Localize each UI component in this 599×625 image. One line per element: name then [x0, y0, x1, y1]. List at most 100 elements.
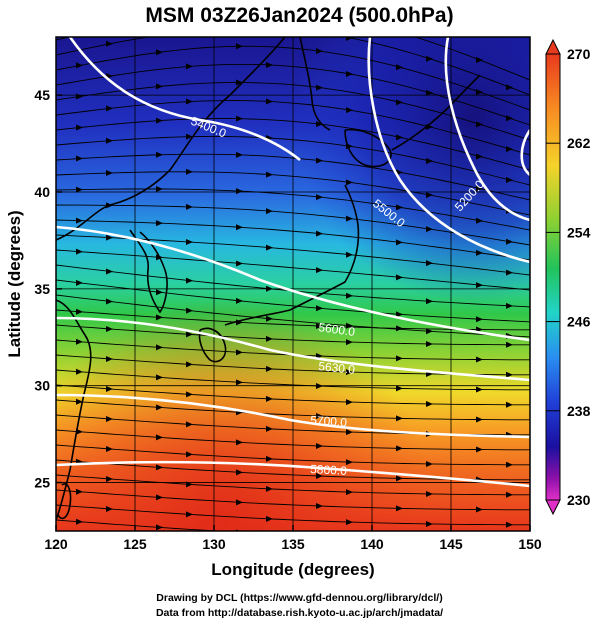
streamline-arrow	[396, 311, 403, 318]
streamline-arrow	[266, 208, 273, 215]
streamline-arrow	[186, 133, 193, 140]
credit-drawing: Drawing by DCL (https://www.gfd-dennou.o…	[156, 592, 443, 604]
streamline-arrow	[76, 62, 83, 69]
contour-label-5630: 5630.0	[318, 359, 356, 377]
streamline-arrow	[396, 239, 403, 246]
map-title: MSM 03Z26Jan2024 (500.0hPa)	[145, 4, 454, 27]
streamline-arrow	[476, 153, 483, 160]
streamline-arrow	[266, 485, 273, 492]
streamline	[56, 369, 530, 391]
contour-5800	[56, 460, 530, 488]
streamline-arrow	[316, 157, 323, 164]
streamline-arrow	[346, 71, 353, 78]
streamline-arrow	[76, 155, 83, 162]
streamline-arrow	[316, 413, 323, 420]
x-tick-label-145: 145	[439, 536, 463, 552]
streamline-arrow	[156, 117, 163, 124]
streamline-arrow	[156, 404, 163, 411]
streamline-arrow	[106, 445, 113, 452]
streamline-arrow	[76, 248, 83, 255]
streamline-arrow	[266, 546, 273, 552]
y-axis-label: Latitude (degrees)	[5, 210, 24, 357]
streamline	[56, 399, 530, 421]
streamline	[56, 100, 530, 156]
streamline-arrow	[266, 395, 273, 402]
streamline-arrow	[236, 349, 243, 356]
streamline-arrow	[396, 134, 403, 141]
x-tick-label-150: 150	[518, 536, 542, 552]
streamline-arrow	[106, 325, 113, 332]
streamline-arrow	[76, 217, 83, 224]
streamline-arrow	[476, 217, 483, 224]
coastline-hokkaido	[344, 128, 392, 168]
streamline-arrow	[186, 28, 193, 34]
streamline-arrow	[316, 443, 323, 450]
streamline-arrow	[346, 37, 353, 41]
streamline	[56, 118, 530, 171]
streamline-arrow	[106, 40, 113, 47]
streamline-arrow	[76, 428, 83, 435]
streamline-arrow	[266, 171, 273, 178]
streamline-arrow	[476, 506, 483, 513]
streamline-arrow	[396, 204, 403, 211]
streamline-arrow	[186, 451, 193, 458]
streamline-arrow	[396, 475, 403, 482]
streamline-arrow	[236, 224, 243, 231]
streamline-arrow	[426, 400, 433, 407]
streamline-arrow	[186, 277, 193, 284]
coastlines	[56, 37, 481, 521]
streamline-arrow	[426, 298, 433, 305]
streamline-arrow	[156, 289, 163, 296]
streamline-arrow	[476, 446, 483, 453]
streamline-arrow	[426, 328, 433, 335]
streamline-arrow	[106, 298, 113, 305]
streamline-arrow	[316, 323, 323, 330]
streamline-arrow	[156, 220, 163, 227]
streamline-arrow	[396, 535, 403, 541]
streamline-arrow	[346, 107, 353, 114]
streamline-arrow	[266, 244, 273, 251]
streamline-arrow	[346, 339, 353, 346]
contour-5500	[367, 37, 530, 264]
credit-data: Data from http://database.rish.kyoto-u.a…	[155, 607, 444, 619]
streamline-arrow	[316, 121, 323, 128]
streamline-arrow	[156, 494, 163, 501]
contour-5600	[56, 225, 530, 342]
streamline-arrow	[186, 511, 193, 518]
x-tick-label-125: 125	[123, 536, 147, 552]
streamline-arrow	[156, 524, 163, 531]
streamline-arrow	[106, 385, 113, 392]
streamline-arrow	[476, 316, 483, 323]
y-tick-label-30: 30	[34, 378, 50, 394]
streamline-arrow	[506, 269, 513, 276]
x-tick-label-135: 135	[281, 536, 305, 552]
contour-label-5800: 5800.0	[310, 462, 348, 478]
streamline-arrow	[346, 215, 353, 222]
streamline-arrow	[426, 460, 433, 467]
colorbar-label-238: 238	[567, 403, 591, 419]
height-contours	[56, 37, 530, 488]
streamline	[56, 444, 530, 466]
streamline-arrow	[506, 146, 513, 153]
streamline-arrow	[106, 355, 113, 362]
streamline-arrow	[266, 62, 273, 69]
streamline-arrow	[476, 57, 483, 64]
streamline-arrow	[106, 170, 113, 177]
streamline-arrow	[346, 179, 353, 186]
streamline	[56, 45, 530, 111]
streamline-arrow	[346, 549, 353, 555]
streamline-arrow	[186, 541, 193, 547]
streamline-arrow	[186, 168, 193, 175]
streamline-arrow	[316, 230, 323, 237]
streamline	[56, 82, 530, 141]
streamline-arrow	[396, 64, 403, 71]
streamline	[56, 37, 530, 96]
colorbar-body	[545, 53, 561, 501]
streamline-arrow	[346, 459, 353, 466]
streamline-arrow	[236, 151, 243, 158]
x-tick-label-140: 140	[360, 536, 384, 552]
streamline-arrow	[236, 297, 243, 304]
streamline-arrow	[106, 536, 113, 542]
streamline-arrow	[316, 503, 323, 510]
